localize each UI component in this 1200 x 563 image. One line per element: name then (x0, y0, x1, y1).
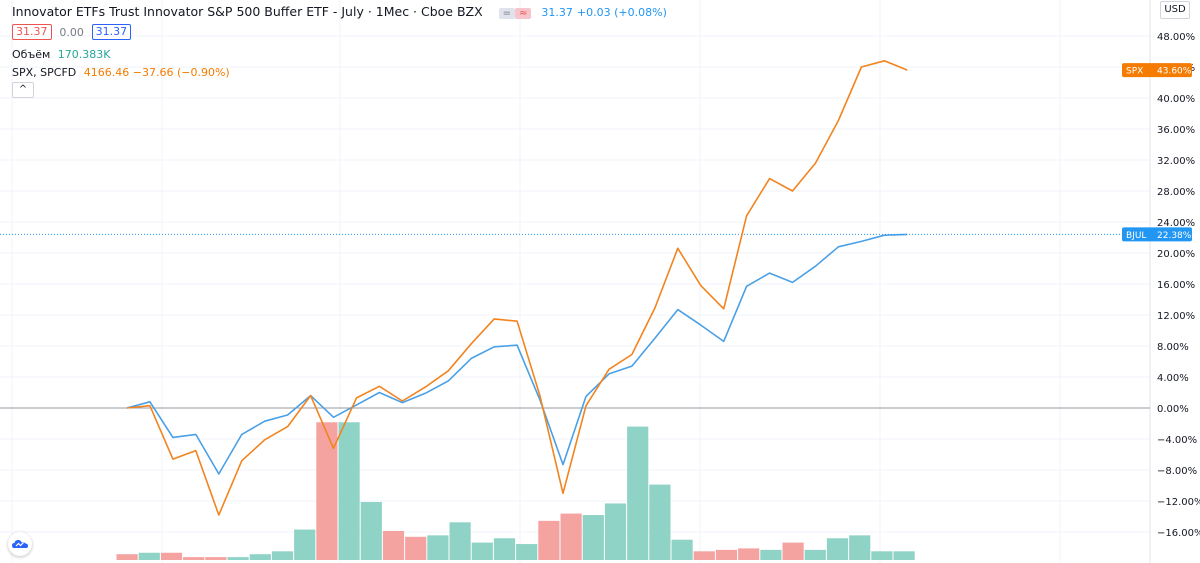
volume-bar (849, 535, 871, 560)
price-tag-spx (1122, 63, 1192, 78)
volume-bar (738, 548, 760, 560)
y-tick-label: 12.00% (1157, 311, 1195, 322)
series-lines (0, 59, 1150, 516)
collapse-legend-button[interactable]: ^ (12, 82, 34, 98)
volume-bar (493, 538, 516, 560)
ohlc-row: 31.37 0.00 31.37 (12, 24, 132, 40)
series-line-spx[interactable] (126, 59, 908, 516)
y-tick-label: −4.00% (1157, 435, 1197, 446)
y-tick-label: −8.00% (1157, 466, 1197, 477)
volume-bar (826, 538, 849, 560)
volume-bar (760, 549, 782, 560)
volume-bar (405, 536, 427, 560)
y-tick-label: 0.00% (1157, 404, 1189, 415)
y-tick-label: 8.00% (1157, 342, 1189, 353)
volume-bar (449, 522, 471, 560)
volume-legend: Объём 170.383K (12, 48, 110, 61)
volume-bar (138, 552, 160, 560)
volume-bar (649, 484, 671, 560)
volume-bar (582, 515, 604, 560)
cloud-icon (12, 540, 28, 548)
volume-bar (316, 422, 338, 560)
series-line-bjul[interactable] (126, 233, 908, 475)
price-tag-bjul (1122, 227, 1192, 242)
price-change: +0.03 (+0.08%) (576, 6, 667, 19)
grid-lines (0, 0, 1151, 563)
volume-bar (294, 529, 316, 560)
y-tick-label: 36.00% (1157, 125, 1195, 136)
volume-bar (116, 554, 138, 560)
price-tag-name: SPX (1126, 67, 1143, 77)
volume-bar (604, 503, 627, 560)
volume-bar (516, 544, 538, 560)
volume-label: Объём (12, 48, 51, 61)
y-axis[interactable]: 48.00%44.00%40.00%36.00%32.00%28.00%24.0… (1157, 32, 1200, 539)
volume-bar (338, 422, 360, 560)
volume-value: 170.383K (57, 48, 111, 61)
header-title-row: Innovator ETFs Trust Innovator S&P 500 B… (12, 4, 667, 19)
approx-indicator[interactable]: ≈ (515, 8, 532, 19)
y-tick-label: 32.00% (1157, 156, 1195, 167)
cloud-logo-icon[interactable] (8, 532, 32, 556)
volume-bar (560, 513, 582, 560)
y-tick-label: 20.00% (1157, 249, 1195, 260)
volume-bar (160, 552, 183, 560)
volume-bar (804, 549, 826, 560)
volume-bar (538, 520, 560, 560)
volume-bar (360, 502, 382, 560)
currency-button[interactable]: USD (1160, 1, 1190, 19)
volume-bar (249, 554, 271, 560)
chevron-up-icon: ^ (18, 84, 28, 95)
symbol-title[interactable]: Innovator ETFs Trust Innovator S&P 500 B… (12, 4, 483, 19)
sell-price-box[interactable]: 31.37 (12, 24, 52, 40)
volume-bar (693, 551, 715, 560)
volume-bar (427, 535, 449, 560)
price-tag-value: 22.38% (1157, 231, 1192, 241)
compare-legend: SPX, SPCFD 4166.46 −37.66 (−0.90%) (12, 66, 230, 79)
volume-bar (471, 542, 493, 560)
compare-value: 4166.46 −37.66 (−0.90%) (83, 66, 230, 79)
y-tick-label: −16.00% (1157, 528, 1200, 539)
price-tags: BJUL 22.38% SPX 43.60% (1122, 63, 1192, 242)
last-price: 31.37 (541, 6, 573, 19)
y-tick-label: 40.00% (1157, 94, 1195, 105)
volume-bars (116, 422, 915, 560)
y-tick-label: −12.00% (1157, 497, 1200, 508)
volume-bar (205, 557, 227, 560)
compare-label: SPX, SPCFD (12, 66, 77, 79)
dash-indicator[interactable]: = (498, 8, 516, 19)
volume-bar (671, 539, 693, 560)
volume-bar (271, 551, 294, 560)
volume-bar (871, 551, 893, 560)
volume-bar (183, 557, 205, 560)
volume-bar (893, 551, 915, 560)
volume-bar (227, 557, 249, 560)
y-tick-label: 24.00% (1157, 218, 1195, 229)
price-tag-name: BJUL (1126, 231, 1146, 241)
y-tick-label: 4.00% (1157, 373, 1189, 384)
volume-bar (627, 426, 649, 560)
y-tick-label: 28.00% (1157, 187, 1195, 198)
volume-bar (782, 542, 804, 560)
spread-value: 0.00 (59, 25, 84, 39)
y-tick-label: 16.00% (1157, 280, 1195, 291)
volume-bar (715, 549, 738, 560)
volume-bar (382, 531, 405, 560)
y-tick-label: 48.00% (1157, 32, 1195, 43)
buy-price-box[interactable]: 31.37 (91, 24, 132, 40)
price-tag-value: 43.60% (1157, 67, 1192, 77)
